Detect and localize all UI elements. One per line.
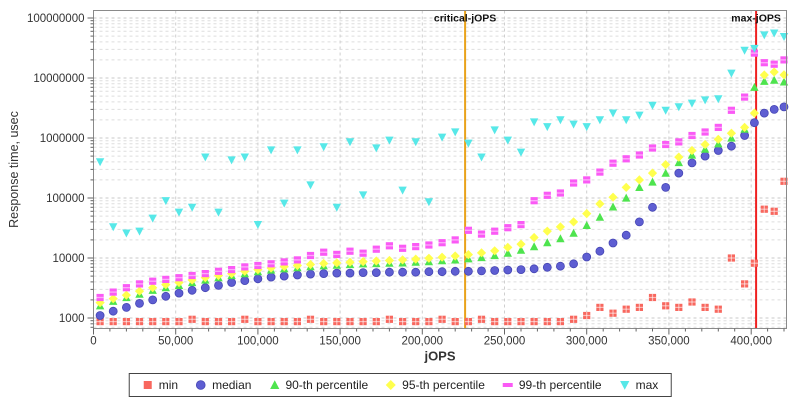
legend-item-99-th-percentile: 99-th percentile [502,378,602,392]
y-tick-label: 10000000 [33,73,84,85]
x-tick-label: 0 [90,336,96,348]
legend-label: median [212,378,252,392]
legend-label: min [158,378,179,392]
x-tick-label: 300,000 [566,336,608,348]
y-tick-label: 1000000 [40,133,85,145]
legend-label: 95-th percentile [402,378,485,392]
legend-item-95-th-percentile: 95-th percentile [385,378,485,392]
legend-label: 99-th percentile [518,378,602,392]
x-tick-label: 350,000 [648,336,690,348]
grid [93,10,787,329]
90-th-percentile-marker-icon [269,380,280,389]
legend-item-median: median [195,378,251,392]
x-axis-title: jOPS [423,349,455,364]
x-tick-label: 400,000 [730,336,772,348]
95-th-percentile-marker-icon [386,380,397,390]
min-marker-icon [143,381,152,389]
y-tick-label: 10000 [53,253,85,265]
chart-legend: min median 90-th percentile 95-th percentil… [128,373,672,397]
99-th-percentile-marker-icon [502,383,513,387]
y-axis-title: Response time, usec [7,111,21,228]
legend-label: max [635,378,659,392]
legend-item-min: min [142,378,178,392]
reference-lines [464,10,758,329]
ref-line-label: critical-jOPS [434,13,496,25]
x-tick-label: 50,000 [158,336,193,348]
ref-line-label: max-jOPS [731,13,781,25]
legend-item-max: max [619,378,659,392]
legend-item-90-th-percentile: 90-th percentile [268,378,368,392]
axes: 1000 10000 100000 1000000 10000000 100000000 0… [7,13,785,364]
x-tick-label: 150,000 [319,336,361,348]
y-tick-label: 1000 [59,313,85,325]
y-tick-label: 100000000 [27,13,85,25]
series-max [95,29,789,238]
x-tick-label: 100,000 [237,336,279,348]
y-tick-label: 100000 [46,193,84,205]
x-tick-label: 200,000 [402,336,444,348]
series-99-th-percentile [96,49,788,302]
median-marker-icon [196,380,206,390]
x-tick-label: 250,000 [484,336,526,348]
series-median [95,102,789,320]
max-marker-icon [619,381,630,390]
legend-label: 90-th percentile [285,378,369,392]
series-min [96,177,788,326]
